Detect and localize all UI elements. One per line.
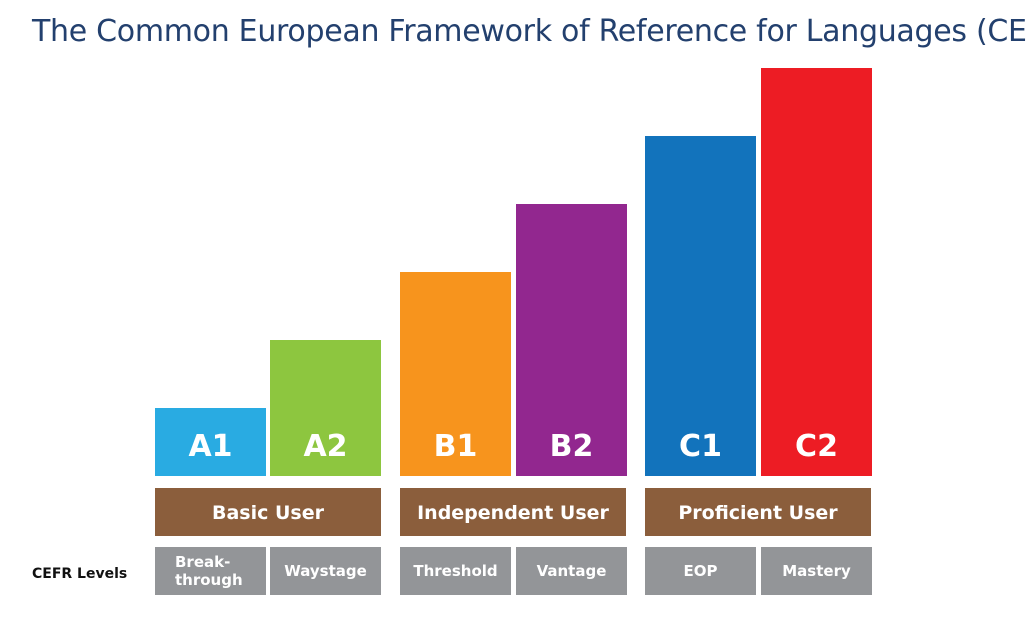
- group-band-independent-user: [400, 488, 626, 536]
- level-bar-a2: [270, 340, 381, 476]
- group-band-basic-user: [155, 488, 381, 536]
- sublevel-label-breakthrough-line-1: Break-: [175, 553, 230, 571]
- level-label-b2: B2: [550, 429, 594, 464]
- level-label-c1: C1: [679, 429, 722, 464]
- sublevel-box-breakthrough: [155, 547, 266, 595]
- level-bar-c2: [761, 68, 872, 476]
- sublevel-box-waystage: [270, 547, 381, 595]
- level-label-a2: A2: [303, 429, 347, 464]
- sublevel-label-waystage: Waystage: [284, 562, 367, 580]
- group-label-proficient-user: Proficient User: [678, 502, 838, 524]
- group-band-proficient-user: [645, 488, 871, 536]
- sublevel-box-vantage: [516, 547, 627, 595]
- level-label-b1: B1: [434, 429, 478, 464]
- sublevel-label-threshold: Threshold: [413, 562, 497, 580]
- group-label-basic-user: Basic User: [212, 502, 325, 524]
- user-group-bands: Basic User Independent User Proficient Use…: [155, 488, 871, 536]
- sublevel-box-threshold: [400, 547, 511, 595]
- cefr-levels-label: CEFR Levels: [32, 566, 127, 582]
- sublevel-label-vantage: Vantage: [537, 562, 607, 580]
- sublevel-label-breakthrough-line-2: through: [175, 571, 243, 589]
- page-title: The Common European Framework of Referen…: [32, 14, 1026, 49]
- level-label-c2: C2: [795, 429, 838, 464]
- level-label-a1: A1: [188, 429, 232, 464]
- sublevel-boxes: Break-through Waystage Threshold Vantage EOP…: [155, 547, 872, 595]
- group-label-independent-user: Independent User: [417, 502, 609, 524]
- sublevel-label-mastery: Mastery: [782, 562, 851, 580]
- level-bar-a1: [155, 408, 266, 476]
- level-bars: A1 A2 B1 B2 C1 C2: [155, 68, 872, 476]
- sublevel-label-eop: EOP: [684, 562, 718, 580]
- sublevel-box-mastery: [761, 547, 872, 595]
- sublevel-box-eop: [645, 547, 756, 595]
- level-bar-b2: [516, 204, 627, 476]
- level-bar-b1: [400, 272, 511, 476]
- level-bar-c1: [645, 136, 756, 476]
